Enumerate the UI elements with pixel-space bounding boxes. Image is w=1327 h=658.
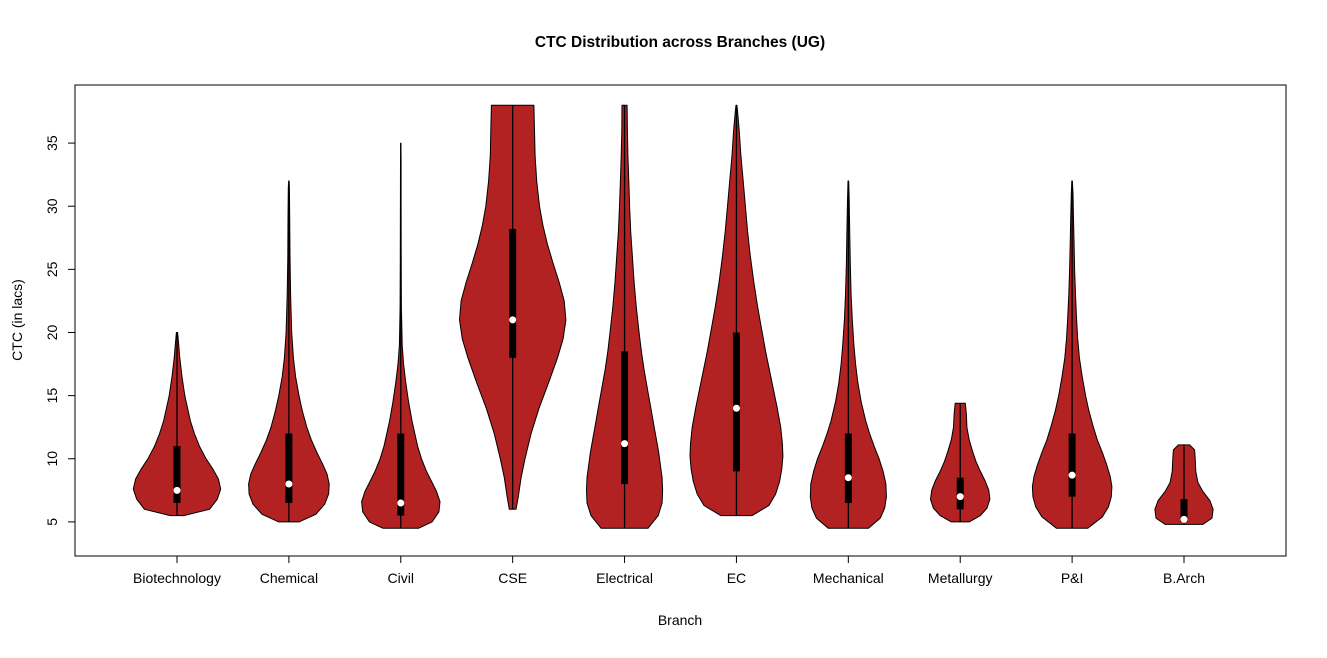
x-tick-label-metallurgy: Metallurgy [928,570,993,586]
x-axis-title: Branch [658,612,702,628]
median-dot [956,493,964,501]
iqr-box [1068,433,1076,497]
x-tick-label-mechanical: Mechanical [813,570,884,586]
iqr-box [1180,499,1188,522]
x-tick-label-ec: EC [727,570,746,586]
median-dot [1180,515,1188,523]
median-dot [509,316,517,324]
median-dot [285,480,293,488]
chart-title: CTC Distribution across Branches (UG) [535,34,825,51]
plot-area: 5 10 15 20 25 30 35 Biotechnology Chemical Civil C… [44,84,1287,586]
x-tick-label-b-arch: B.Arch [1163,570,1205,586]
iqr-box [397,433,405,516]
y-tick-label: 35 [44,135,60,151]
x-tick-label-cse: CSE [498,570,527,586]
median-dot [844,474,852,482]
median-dot [397,499,405,507]
y-tick-label: 25 [44,261,60,277]
iqr-box [173,446,181,503]
y-tick-label: 15 [44,388,60,404]
median-dot [173,486,181,494]
iqr-box [285,433,293,503]
x-tick-label-biotechnology: Biotechnology [133,570,221,586]
y-tick-label: 20 [44,324,60,340]
x-tick-label-chemical: Chemical [260,570,318,586]
iqr-box [509,228,517,358]
x-tick-label-p-i: P&I [1061,570,1084,586]
median-dot [621,440,629,448]
x-tick-label-electrical: Electrical [596,570,653,586]
iqr-box [732,332,740,472]
median-dot [1068,471,1076,479]
iqr-box [621,351,629,485]
y-tick-label: 5 [44,518,60,526]
y-tick-label: 30 [44,198,60,214]
y-axis-title: CTC (in lacs) [9,279,25,361]
plot-box [74,84,1287,557]
median-dot [732,404,740,412]
y-tick-label: 10 [44,451,60,467]
x-tick-label-civil: Civil [388,570,414,586]
iqr-box [844,433,852,503]
